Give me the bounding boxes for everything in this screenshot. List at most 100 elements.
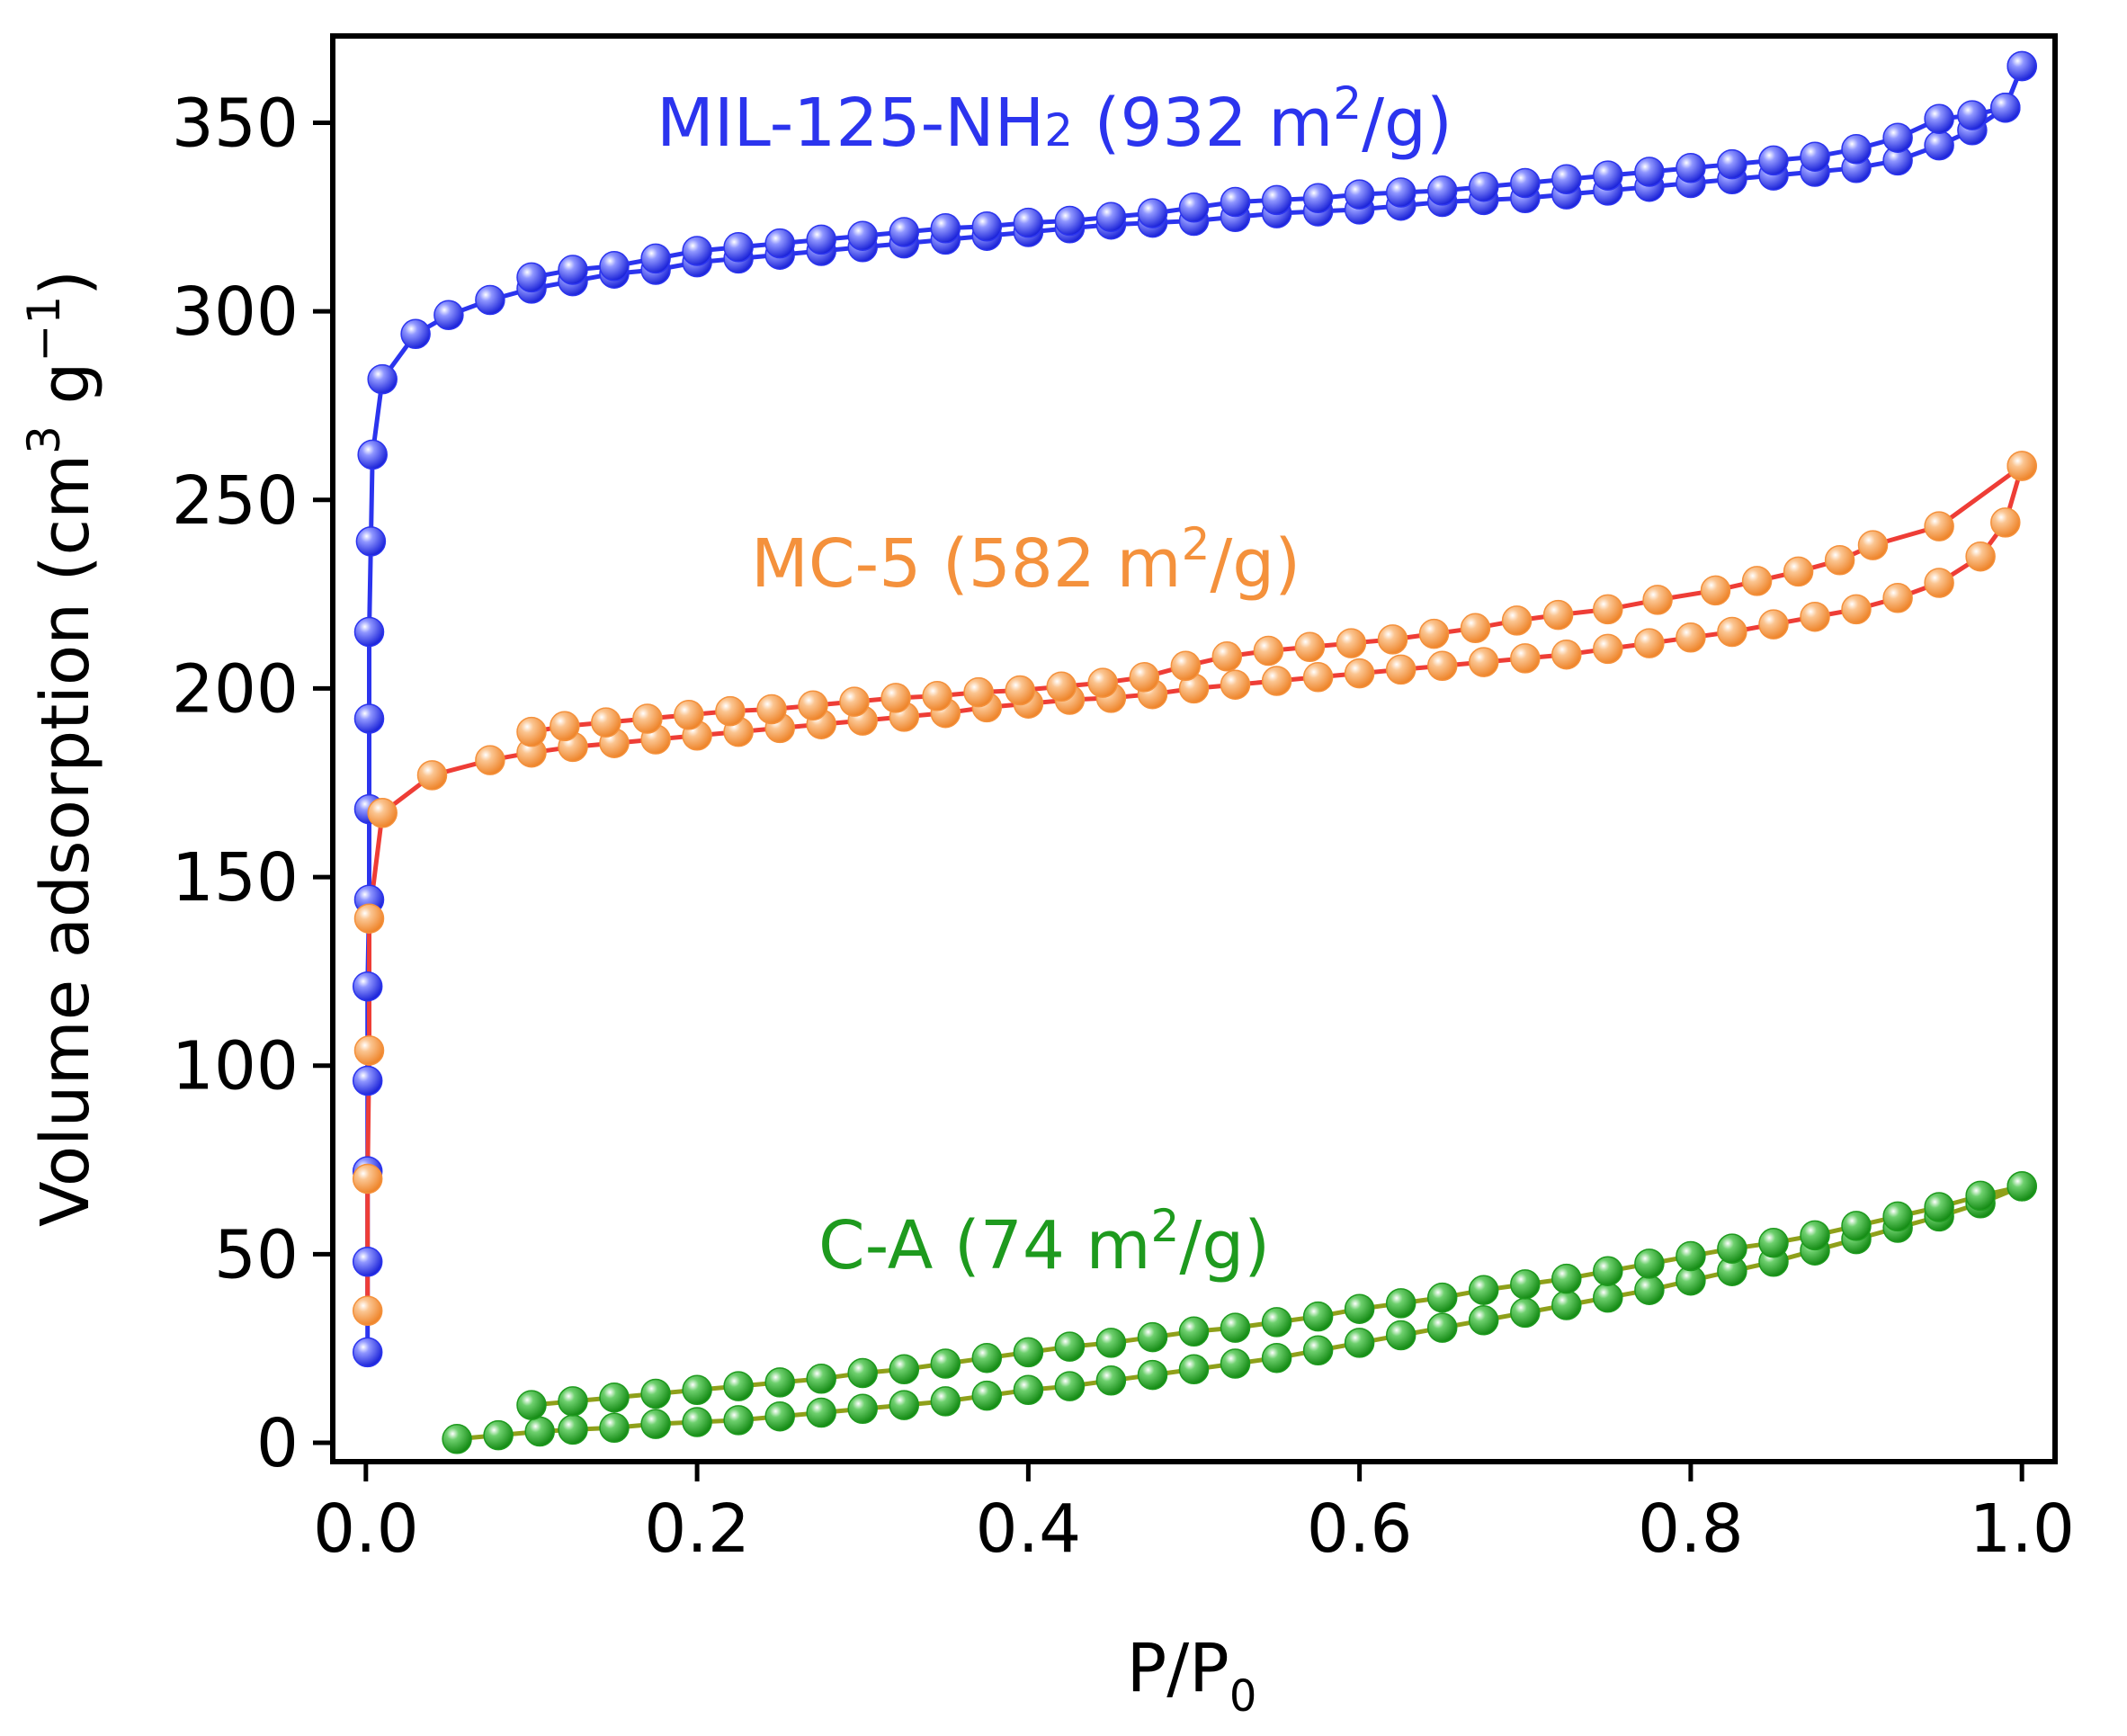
point-mc-5-adsorption: [1676, 622, 1706, 653]
point-c-a-adsorption: [1054, 1371, 1086, 1401]
point-mil-125-nh2-desorption: [1054, 205, 1086, 237]
point-mc-5-desorption: [1418, 618, 1450, 649]
point-c-a-desorption: [1882, 1201, 1913, 1232]
point-mc-5-desorption: [674, 700, 704, 730]
point-mil-125-nh2-desorption: [1385, 177, 1417, 208]
point-mil-125-nh2-desorption: [723, 232, 754, 263]
x-axis: 0.0 0.2 0.4 0.6 0.8 1.0: [313, 1462, 2075, 1568]
point-mc-5-desorption: [1087, 667, 1118, 698]
y-tick-label: 100: [172, 1028, 299, 1105]
point-mil-125-nh2-desorption: [764, 228, 795, 259]
point-mil-125-nh2-desorption: [1758, 145, 1789, 176]
point-c-a-adsorption: [889, 1390, 920, 1420]
point-c-a-desorption: [1385, 1288, 1417, 1319]
point-c-a-desorption: [682, 1374, 712, 1406]
point-mil-125-nh2-adsorption: [352, 971, 383, 1002]
point-mil-125-nh2-desorption: [1990, 92, 2021, 123]
point-mil-125-nh2-adsorption: [352, 1065, 383, 1096]
point-mc-5-desorption: [516, 716, 547, 747]
point-mc-5-adsorption: [1882, 583, 1913, 613]
point-c-a-adsorption: [1426, 1312, 1458, 1343]
point-mil-125-nh2-adsorption: [475, 284, 505, 316]
point-mc-5-desorption: [1336, 628, 1367, 658]
point-c-a-adsorption: [1095, 1365, 1127, 1396]
point-mc-5-desorption: [1253, 635, 1284, 667]
point-mc-5-desorption: [1783, 556, 1814, 587]
point-c-a-adsorption: [483, 1419, 514, 1451]
point-c-a-desorption: [1302, 1301, 1334, 1332]
x-tick-label: 0.6: [1307, 1490, 1413, 1568]
point-c-a-desorption: [1220, 1312, 1251, 1343]
point-mil-125-nh2-desorption: [1095, 201, 1127, 233]
point-c-a-adsorption: [806, 1397, 836, 1428]
point-c-a-adsorption: [1634, 1275, 1665, 1305]
point-mc-5-adsorption: [1990, 507, 2021, 538]
point-c-a-desorption: [1178, 1316, 1210, 1347]
point-mil-125-nh2-desorption: [1841, 134, 1872, 165]
point-mil-125-nh2-desorption: [1344, 179, 1375, 210]
point-mc-5-desorption: [839, 686, 870, 717]
point-mc-5-adsorption: [1385, 654, 1417, 685]
point-c-a-desorption: [599, 1382, 630, 1413]
point-mc-5-adsorption: [1800, 601, 1830, 632]
point-mil-125-nh2-desorption: [1261, 184, 1292, 216]
x-tick-label: 0.2: [644, 1490, 750, 1568]
point-c-a-adsorption: [1013, 1374, 1044, 1406]
x-tick-label: 0.4: [976, 1490, 1082, 1568]
point-c-a-desorption: [889, 1354, 920, 1385]
point-c-a-desorption: [723, 1371, 754, 1401]
point-mil-125-nh2-desorption: [1957, 100, 1988, 130]
point-mc-5-desorption: [1170, 650, 1202, 682]
point-mc-5-adsorption: [353, 903, 385, 934]
x-axis-title: P/P0: [1127, 1630, 1257, 1722]
point-c-a-adsorption: [599, 1412, 630, 1444]
point-mil-125-nh2-desorption: [1178, 192, 1210, 223]
point-mil-125-nh2-desorption: [1676, 153, 1706, 183]
point-c-a-desorption: [1717, 1233, 1747, 1264]
point-c-a-desorption: [1551, 1263, 1582, 1294]
point-c-a-adsorption: [682, 1407, 712, 1437]
point-mc-5-desorption: [591, 707, 621, 738]
point-c-a-adsorption: [1261, 1342, 1292, 1374]
point-mc-5-desorption: [550, 711, 580, 742]
point-c-a-adsorption: [764, 1400, 795, 1432]
point-mc-5-adsorption: [1426, 650, 1458, 682]
point-c-a-desorption: [1593, 1256, 1623, 1286]
series-label-mil-125-nh2: MIL-125-NH2 (932 m2/g): [657, 77, 1452, 162]
point-mc-5-desorption: [2006, 451, 2037, 481]
point-mil-125-nh2-adsorption: [433, 300, 464, 331]
point-mc-5-desorption: [880, 683, 911, 713]
y-tick-label: 200: [172, 650, 299, 728]
point-mil-125-nh2-desorption: [1426, 175, 1458, 206]
point-mil-125-nh2-desorption: [1593, 160, 1623, 191]
point-c-a-desorption: [971, 1342, 1003, 1374]
point-c-a-desorption: [1841, 1211, 1872, 1241]
point-mil-125-nh2-adsorption: [353, 703, 385, 734]
point-mc-5-desorption: [1741, 566, 1773, 596]
point-mc-5-desorption: [1857, 530, 1889, 560]
point-c-a-desorption: [2006, 1171, 2037, 1202]
point-mil-125-nh2-adsorption: [367, 363, 398, 395]
point-mc-5-desorption: [1460, 613, 1491, 644]
point-c-a-desorption: [1344, 1293, 1375, 1324]
point-c-a-desorption: [1468, 1275, 1499, 1305]
point-mc-5-desorption: [1377, 624, 1408, 655]
point-mil-125-nh2-desorption: [930, 213, 961, 244]
point-c-a-adsorption: [1468, 1305, 1499, 1336]
point-mil-125-nh2-desorption: [1013, 207, 1044, 238]
point-c-a-adsorption: [1220, 1348, 1251, 1379]
y-axis-title: Volume adsorption (cm3 g−1): [18, 270, 104, 1227]
point-c-a-adsorption: [1137, 1359, 1168, 1391]
point-mc-5-desorption: [963, 676, 994, 708]
point-mil-125-nh2-desorption: [1137, 198, 1168, 228]
point-c-a-desorption: [1676, 1240, 1706, 1272]
point-c-a-adsorption: [847, 1393, 878, 1425]
y-tick-label: 0: [256, 1405, 299, 1482]
point-mc-5-desorption: [1593, 594, 1623, 625]
point-c-a-adsorption: [442, 1424, 472, 1454]
point-mil-125-nh2-adsorption: [1924, 130, 1954, 161]
point-c-a-desorption: [1510, 1269, 1541, 1300]
point-mc-5-adsorption: [1551, 639, 1582, 670]
y-tick-label: 150: [172, 839, 299, 917]
point-c-a-adsorption: [1385, 1320, 1417, 1351]
